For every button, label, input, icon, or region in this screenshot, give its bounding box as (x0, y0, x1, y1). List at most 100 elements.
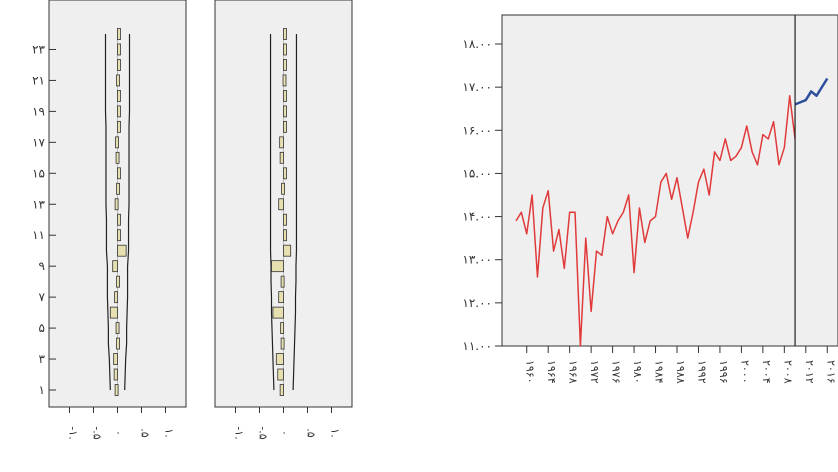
line-x-tick-label: ۲۰۱۲ (803, 360, 816, 384)
line-panel: ۱۱.۰۰ ۱۲.۰۰ ۱۳.۰۰ ۱۴.۰۰ ۱۵.۰۰ ۱۶.۰۰ ۱۷.۰۰ ۱۸.۰۰… (462, 14, 838, 384)
p2-bar-lag-11 (283, 229, 287, 242)
line-x-tick-label: ۱۹۸۴ (653, 360, 666, 384)
acf-y-tick-label: ۱۵ (32, 166, 45, 180)
p2-bar-lag-9 (271, 260, 284, 273)
p2-bar-lag-23 (283, 43, 287, 56)
p2-x-tick-label: .۵ (305, 428, 318, 437)
acf-panel-1-x-axis: -۱. -.۵. .۵ ۱. (67, 407, 176, 440)
line-x-tick-label: ۱۹۹۶ (717, 360, 730, 384)
line-y-tick-label: ۱۷.۰۰ (462, 80, 492, 94)
p1-x-tick-label: -۱. (67, 426, 80, 439)
p2-bar-lag-6 (272, 306, 284, 319)
line-x-tick-label: ۱۹۸۰ (631, 360, 644, 384)
p2-bar-lag-16 (279, 151, 284, 164)
acf-y-tick-label: ۵ (39, 321, 45, 335)
acf-y-tick-label: ۲۱ (32, 73, 45, 87)
line-y-tick-label: ۱۵.۰۰ (462, 166, 492, 180)
p2-x-tick-label: ۱. (329, 428, 342, 437)
p2-band-upper (292, 34, 298, 391)
p2-bar-lag-15 (283, 167, 287, 180)
p1-bar-lag-5 (115, 322, 120, 334)
p1-bar-lag-4 (116, 337, 120, 350)
p1-bar-lag-21 (116, 74, 120, 87)
p1-band-lower (104, 34, 111, 391)
p1-bar-lag-7 (114, 291, 119, 304)
acf-panel-2-bars (271, 28, 292, 396)
acf-y-tick-label: ۱۱ (32, 228, 45, 242)
acf-y-tick-label: ۱۹ (32, 104, 45, 118)
line-y-tick-label: ۱۲.۰۰ (462, 296, 492, 310)
line-x-tick-label: ۲۰۰۰ (738, 360, 751, 384)
p1-bar-lag-6 (109, 306, 118, 319)
p2-bar-lag-20 (283, 90, 287, 102)
p1-bar-lag-16 (115, 151, 120, 164)
p1-bar-lag-13 (114, 198, 119, 211)
p2-bar-lag-19 (283, 105, 287, 118)
line-y-tick-label: ۱۱.۰۰ (462, 339, 492, 353)
p2-bar-lag-12 (283, 213, 287, 226)
acf-panel-2-confidence-band (269, 28, 298, 396)
p2-bar-lag-2 (277, 368, 284, 381)
line-x-tick-label: ۱۹۶۸ (567, 360, 580, 384)
line-x-tick-label: ۱۹۹۲ (695, 360, 708, 384)
p2-bar-lag-4 (280, 337, 285, 350)
p2-bar-lag-8 (280, 275, 285, 288)
line-series-1 (515, 95, 796, 347)
p2-bar-lag-17 (279, 136, 284, 149)
line-y-tick-label: ۱۶.۰۰ (462, 123, 492, 137)
line-panel-y-axis: ۱۱.۰۰ ۱۲.۰۰ ۱۳.۰۰ ۱۴.۰۰ ۱۵.۰۰ ۱۶.۰۰ ۱۷.۰۰ ۱۸.۰۰ (462, 37, 502, 353)
line-y-tick-label: ۱۸.۰۰ (462, 37, 492, 51)
p2-x-tick-label: -.۵ (257, 426, 270, 439)
p2-bar-lag-3 (275, 353, 284, 365)
p1-bar-lag-15 (117, 167, 121, 180)
p2-x-tick-label: -۱. (233, 426, 246, 439)
p2-bar-lag-1 (279, 384, 284, 396)
p1-bar-lag-11 (117, 229, 121, 242)
p2-bar-lag-5 (280, 322, 285, 334)
line-x-tick-label: ۲۰۱۶ (824, 360, 837, 384)
p1-bar-lag-8 (116, 275, 120, 288)
p1-bar-lag-23 (117, 43, 121, 56)
p1-x-tick-label: ۱. (163, 428, 176, 437)
p2-band-lower (269, 34, 275, 391)
p1-bar-lag-12 (117, 213, 121, 226)
acf-y-tick-label: ۳ (39, 352, 46, 366)
line-panel-series (515, 15, 829, 347)
p1-band-upper (124, 34, 131, 391)
p1-bar-lag-18 (117, 120, 121, 133)
p2-bar-lag-21 (282, 74, 287, 87)
p1-bar-lag-17 (115, 136, 119, 149)
p2-bar-lag-10 (283, 244, 292, 257)
p1-bar-lag-1 (114, 384, 119, 396)
line-series-2 (794, 77, 829, 106)
p1-bar-lag-3 (113, 353, 118, 365)
p1-bar-lag-24 (117, 28, 121, 40)
p1-bar-lag-14 (116, 182, 120, 195)
p2-x-tick-label: . (281, 431, 294, 435)
p1-x-tick-label: . (115, 431, 128, 435)
line-x-tick-label: ۱۹۶۰ (524, 360, 537, 384)
line-y-tick-label: ۱۳.۰۰ (462, 253, 492, 267)
line-x-tick-label: ۱۹۷۶ (610, 360, 623, 384)
p1-x-tick-label: -.۵ (91, 426, 104, 439)
acf-panel-2: -۱. -.۵. .۵ ۱. (214, 0, 353, 440)
p2-bar-lag-24 (283, 28, 287, 40)
line-x-tick-label: ۲۰۰۸ (781, 360, 794, 384)
line-panel-plot-area (501, 14, 838, 347)
p1-bar-lag-10 (117, 244, 127, 257)
line-x-tick-label: ۱۹۸۸ (674, 360, 687, 384)
p1-x-tick-label: .۵ (139, 428, 152, 437)
p1-bar-lag-2 (113, 368, 118, 381)
acf-y-tick-label: ۱ (39, 383, 45, 397)
line-x-tick-label: ۱۹۷۲ (588, 360, 601, 384)
acf-panel-1-confidence-band (104, 28, 131, 396)
line-x-tick-label: ۱۹۶۴ (545, 360, 558, 384)
p1-bar-lag-19 (117, 105, 121, 118)
p2-bar-lag-7 (278, 291, 284, 304)
acf-panel-1-bars (109, 28, 127, 396)
acf-panel-2-x-axis: -۱. -.۵. .۵ ۱. (233, 407, 342, 440)
p2-bar-lag-13 (278, 198, 284, 211)
